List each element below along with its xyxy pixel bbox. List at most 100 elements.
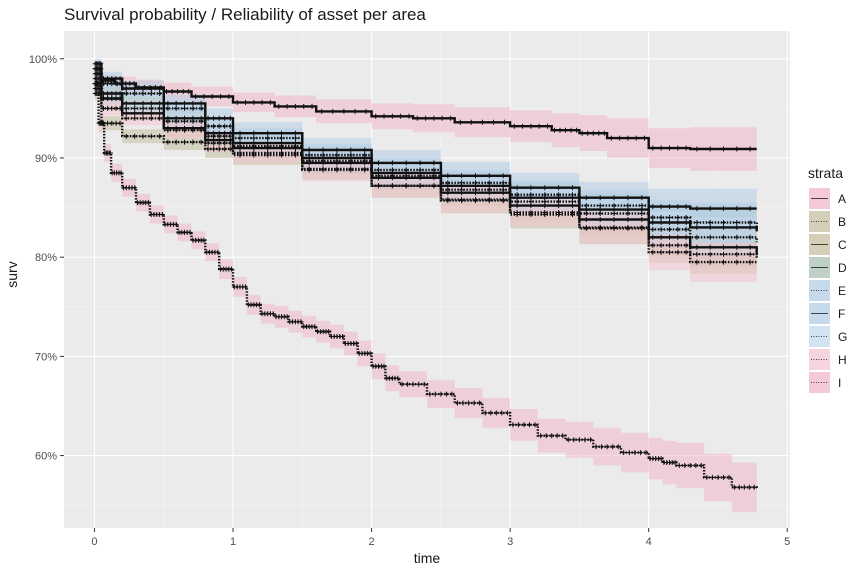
- censor-mark-A: [617, 135, 623, 141]
- legend-label-H: H: [838, 353, 847, 367]
- censor-mark-G: [182, 118, 187, 124]
- x-axis-title: time: [414, 550, 441, 566]
- censor-mark-D: [132, 100, 138, 106]
- censor-mark-I: [421, 381, 427, 387]
- censor-mark-H: [597, 224, 603, 230]
- censor-mark-I: [615, 444, 621, 450]
- censor-mark-A: [186, 89, 192, 94]
- censor-mark-A: [301, 103, 307, 109]
- censor-mark-A: [373, 113, 379, 119]
- censor-mark-H: [117, 105, 123, 111]
- x-tick-label: 2: [369, 536, 375, 548]
- censor-mark-H: [734, 259, 740, 265]
- censor-mark-G: [707, 234, 713, 240]
- censor-mark-A: [468, 119, 474, 125]
- censor-mark-C: [683, 234, 689, 240]
- censor-mark-G: [105, 96, 111, 101]
- censor-mark-A: [234, 99, 240, 105]
- censor-mark-H: [348, 167, 354, 173]
- censor-mark-I: [731, 484, 737, 490]
- censor-mark-I: [395, 375, 401, 381]
- censor-mark-F: [190, 100, 196, 106]
- censor-mark-G: [140, 105, 146, 111]
- censor-mark-I: [715, 474, 721, 480]
- censor-mark-F: [667, 204, 672, 210]
- censor-mark-I: [477, 400, 483, 406]
- censor-mark-I: [449, 391, 455, 397]
- censor-mark-E: [148, 91, 154, 96]
- censor-mark-H: [211, 140, 217, 146]
- censor-mark-A: [284, 103, 290, 109]
- censor-mark-I: [443, 391, 449, 397]
- censor-mark-G: [279, 143, 284, 149]
- censor-mark-I: [118, 170, 124, 176]
- censor-mark-E: [667, 215, 672, 220]
- censor-mark-I: [593, 444, 599, 450]
- band-F: [94, 58, 757, 231]
- censor-mark-D: [148, 100, 154, 106]
- y-tick-label: 90%: [35, 153, 57, 165]
- censor-mark-A: [309, 103, 315, 109]
- censor-mark-E: [721, 220, 726, 225]
- censor-mark-E: [165, 105, 171, 111]
- censor-mark-H: [583, 224, 589, 230]
- censor-mark-A: [502, 119, 508, 125]
- censor-mark-F: [597, 195, 603, 201]
- censor-mark-E: [334, 152, 340, 158]
- censor-mark-E: [500, 180, 506, 186]
- censor-mark-H: [190, 127, 196, 133]
- censor-mark-E: [639, 203, 645, 209]
- censor-mark-B: [211, 146, 217, 152]
- censor-mark-I: [538, 433, 544, 439]
- censor-mark-A: [650, 145, 656, 151]
- censor-mark-F: [165, 100, 171, 106]
- censor-mark-D: [721, 224, 726, 230]
- censor-mark-E: [611, 203, 617, 209]
- censor-mark-I: [687, 463, 693, 468]
- censor-mark-A: [479, 119, 485, 125]
- censor-mark-I: [146, 200, 151, 206]
- censor-mark-E: [556, 192, 562, 198]
- censor-mark-E: [105, 81, 111, 87]
- censor-mark-G: [747, 234, 753, 240]
- censor-mark-H: [683, 249, 689, 255]
- censor-mark-I: [736, 484, 742, 490]
- censor-mark-E: [431, 167, 437, 173]
- censor-mark-F: [222, 115, 228, 121]
- censor-mark-I: [101, 120, 107, 126]
- censor-mark-F: [473, 173, 478, 179]
- censor-mark-I: [405, 381, 411, 387]
- censor-mark-G: [157, 105, 163, 111]
- censor-mark-A: [363, 108, 369, 114]
- censor-mark-E: [376, 167, 381, 173]
- censor-mark-F: [650, 204, 656, 210]
- censor-mark-B: [216, 146, 222, 152]
- censor-mark-G: [173, 118, 179, 124]
- legend-title: strata: [808, 165, 843, 181]
- censor-mark-G: [117, 96, 123, 101]
- censor-mark-G: [198, 118, 204, 124]
- censor-mark-C: [157, 110, 163, 116]
- censor-mark-I: [709, 474, 715, 480]
- censor-mark-H: [556, 210, 562, 215]
- censor-mark-A: [707, 146, 713, 152]
- censor-mark-A: [352, 108, 358, 114]
- y-tick-label: 70%: [35, 351, 57, 363]
- censor-mark-E: [362, 152, 368, 158]
- censor-mark-I: [599, 444, 605, 450]
- censor-mark-F: [583, 195, 589, 201]
- y-tick-label: 80%: [35, 252, 57, 264]
- censor-mark-E: [403, 167, 409, 173]
- censor-mark-I: [95, 81, 101, 87]
- censor-mark-A: [414, 115, 420, 121]
- censor-mark-I: [381, 363, 387, 369]
- censor-mark-A: [491, 119, 496, 125]
- censor-mark-G: [190, 118, 196, 124]
- censor-mark-E: [583, 203, 589, 209]
- censor-mark-G: [734, 234, 740, 240]
- censor-mark-I: [515, 422, 521, 428]
- censor-mark-H: [570, 210, 575, 215]
- censor-mark-C: [707, 244, 713, 250]
- censor-mark-I: [416, 381, 422, 387]
- censor-mark-I: [201, 237, 207, 243]
